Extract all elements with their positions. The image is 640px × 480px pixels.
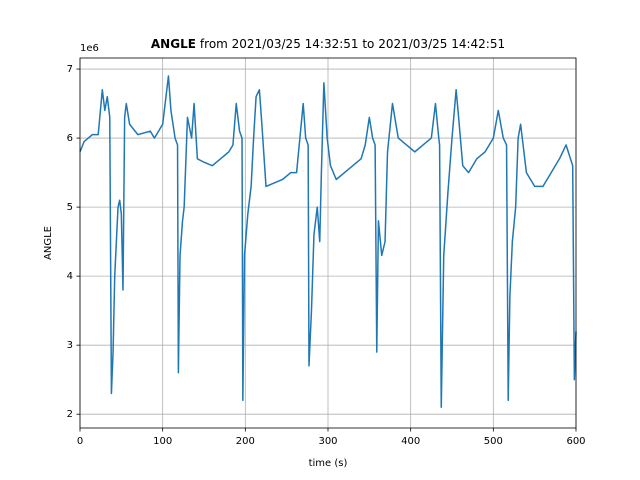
- x-tick-label: 500: [484, 436, 503, 447]
- data-line: [79, 75, 577, 409]
- x-tick-label: 100: [153, 436, 172, 447]
- y-tick-label: 2: [67, 409, 73, 420]
- x-tick-label: 200: [236, 436, 255, 447]
- chart-title: ANGLE from 2021/03/25 14:32:51 to 2021/03…: [151, 37, 505, 51]
- x-tick-label: 300: [318, 436, 337, 447]
- y-tick-label: 7: [67, 64, 73, 75]
- x-tick-label: 0: [77, 436, 83, 447]
- plot-frame: [79, 57, 577, 429]
- title-bold: ANGLE: [151, 37, 196, 51]
- y-axis-label: ANGLE: [43, 226, 54, 260]
- y-tick-label: 4: [67, 271, 73, 282]
- x-axis-label: time (s): [309, 458, 348, 469]
- y-tick-label: 6: [67, 133, 73, 144]
- y-offset-label: 1e6: [80, 43, 99, 54]
- y-tick-label: 5: [67, 202, 73, 213]
- title-rest: from 2021/03/25 14:32:51 to 2021/03/25 1…: [200, 37, 505, 51]
- x-tick-label: 600: [566, 436, 585, 447]
- y-tick-label: 3: [67, 340, 73, 351]
- x-tick-label: 400: [401, 436, 420, 447]
